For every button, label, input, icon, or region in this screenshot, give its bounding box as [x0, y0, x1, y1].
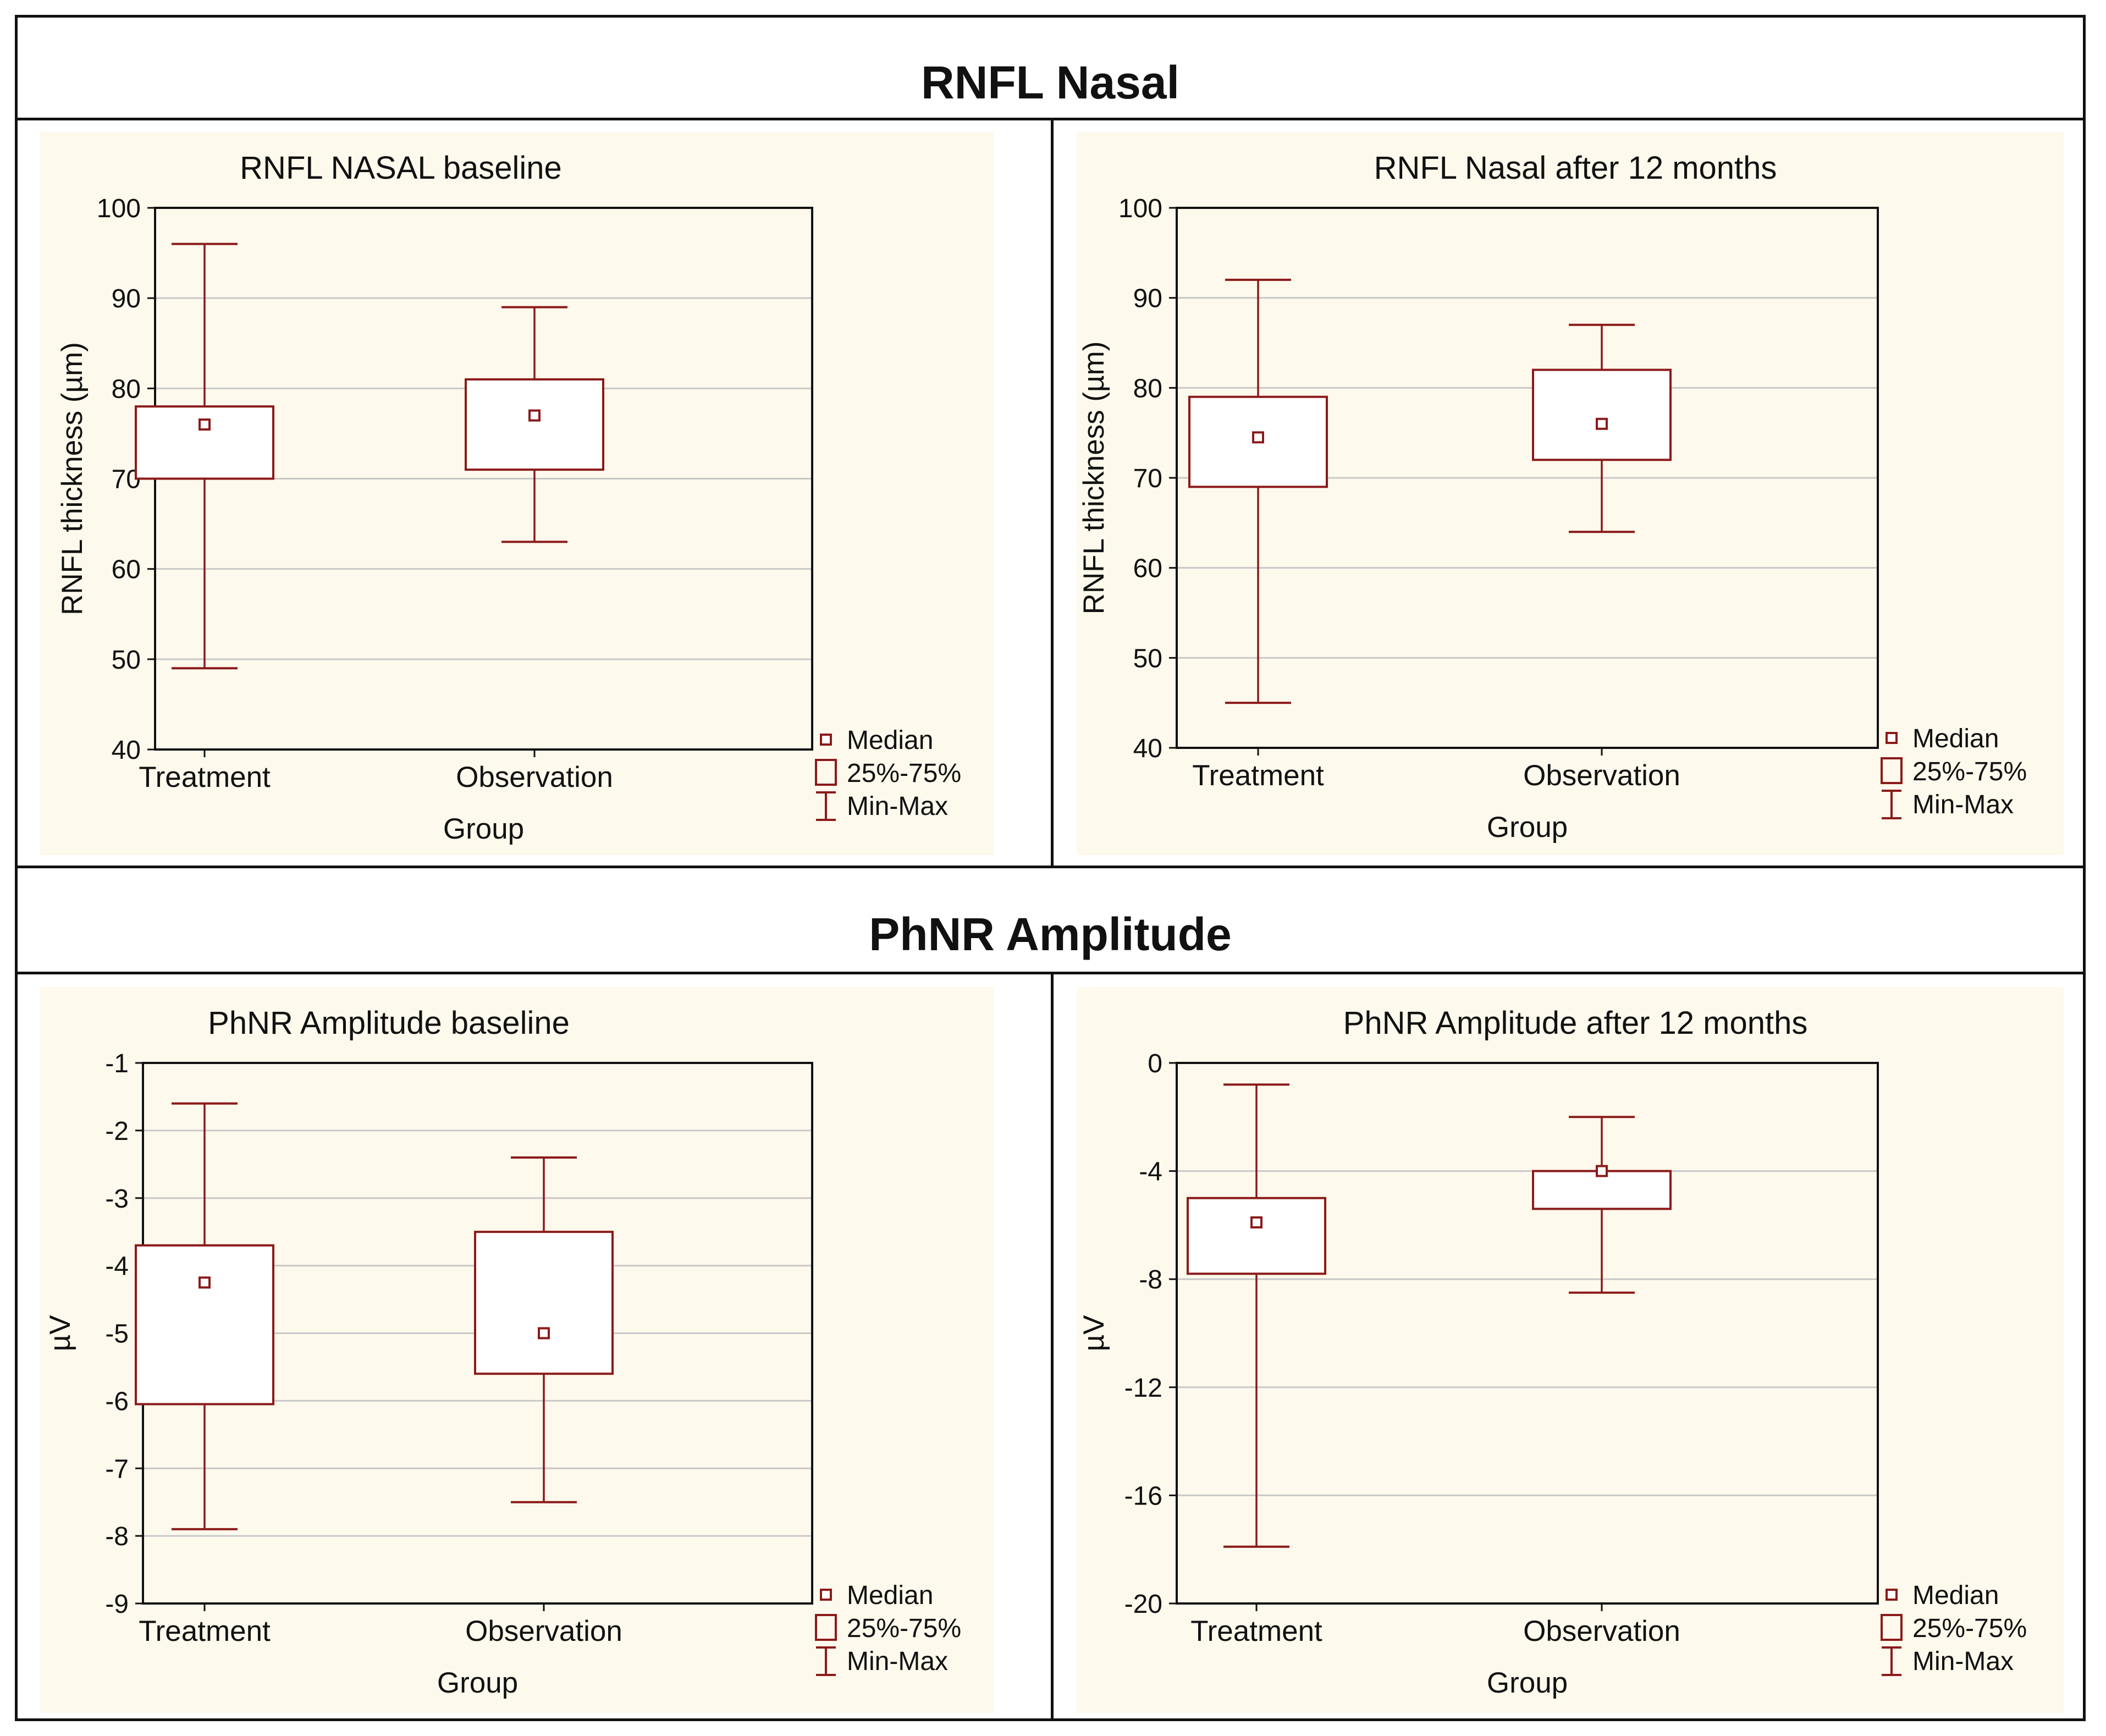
y-tick-label: -8	[105, 1522, 129, 1551]
y-tick-label: 0	[1148, 1049, 1162, 1078]
x-tick-label: Observation	[456, 761, 613, 793]
iqr-box	[465, 378, 604, 471]
legend-range-label: Min-Max	[847, 792, 948, 821]
y-axis-label: RNFL thickness (µm)	[56, 342, 89, 615]
legend-median-label: Median	[847, 726, 933, 755]
y-axis-label: RNFL thickness (µm)	[1078, 341, 1110, 615]
legend-median-icon	[820, 1589, 832, 1601]
iqr-box	[1532, 368, 1672, 461]
x-tick-label: Treatment	[139, 761, 271, 793]
divider	[1051, 118, 1054, 866]
y-tick-label: 70	[1133, 464, 1162, 493]
divider	[15, 972, 2086, 974]
legend-iqr-icon	[1881, 757, 1903, 784]
x-axis-label: Group	[1487, 1667, 1568, 1699]
y-tick-label: 50	[1133, 644, 1162, 673]
iqr-box	[1187, 1197, 1326, 1275]
chart-svg: -9 -8 -7 -6 -5 -4 -3 -2 -1 Treatment Observation Ph…	[44, 1005, 961, 1699]
section-title-rnfl: RNFL Nasal	[921, 57, 1179, 108]
divider	[15, 866, 2086, 868]
y-tick-label: -3	[105, 1184, 129, 1214]
legend-range-label: Min-Max	[1912, 790, 2014, 819]
chart-rnfl-baseline: 40 50 60 70 80 90 100 Treatment Observation RNFL …	[40, 132, 994, 855]
y-tick-label: -6	[105, 1387, 129, 1416]
y-tick-label: 80	[112, 374, 141, 404]
legend-iqr-icon	[1881, 1614, 1903, 1641]
chart-title: RNFL NASAL baseline	[240, 150, 562, 186]
legend-median-label: Median	[847, 1581, 933, 1610]
y-tick-label: 100	[1118, 194, 1162, 223]
x-tick-label: Treatment	[139, 1615, 271, 1647]
divider	[15, 118, 2086, 120]
median-marker	[538, 1327, 550, 1340]
y-tick-label: 90	[112, 284, 141, 313]
legend-median-icon	[1886, 732, 1898, 744]
legend-median-icon	[1886, 1589, 1898, 1601]
legend-range-label: Min-Max	[847, 1647, 948, 1676]
median-marker	[199, 1276, 211, 1289]
median-marker	[1252, 431, 1264, 444]
section-title-phnr: PhNR Amplitude	[869, 908, 1232, 960]
iqr-box	[474, 1231, 614, 1375]
chart-title: PhNR Amplitude after 12 months	[1343, 1005, 1808, 1041]
iqr-box	[135, 405, 274, 480]
y-tick-label: -9	[105, 1590, 129, 1619]
y-tick-label: -7	[105, 1454, 129, 1484]
x-tick-label: Observation	[465, 1615, 622, 1647]
x-axis-label: Group	[1487, 811, 1568, 844]
chart-title: PhNR Amplitude baseline	[208, 1005, 570, 1041]
x-tick-label: Treatment	[1192, 759, 1324, 792]
y-tick-label: -12	[1124, 1374, 1162, 1403]
divider	[1051, 972, 1054, 1721]
y-tick-label: 60	[1133, 554, 1162, 583]
chart-phnr-12-months: -20 -16 -12 -8 -4 0 Treatment Observation PhNR A…	[1077, 987, 2064, 1713]
chart-svg: -20 -16 -12 -8 -4 0 Treatment Observation PhNR A…	[1078, 1005, 2027, 1699]
legend-iqr-label: 25%-75%	[1912, 757, 2027, 786]
y-axis-label: µV	[1078, 1315, 1110, 1352]
y-tick-label: -4	[1139, 1158, 1162, 1187]
legend-iqr-label: 25%-75%	[847, 759, 961, 788]
legend-median-label: Median	[1912, 724, 1999, 753]
x-tick-label: Observation	[1523, 1615, 1680, 1647]
y-tick-label: 60	[112, 555, 141, 585]
y-tick-label: -4	[105, 1252, 129, 1281]
median-marker	[1250, 1216, 1263, 1228]
legend-median-label: Median	[1912, 1581, 1999, 1610]
y-tick-label: -20	[1124, 1590, 1162, 1619]
y-tick-label: 40	[112, 736, 141, 765]
y-axis-label: µV	[44, 1315, 76, 1352]
y-tick-label: -16	[1124, 1481, 1162, 1511]
median-marker	[199, 418, 211, 431]
legend-range-label: Min-Max	[1912, 1647, 2014, 1676]
iqr-box	[135, 1244, 274, 1406]
chart-phnr-baseline: -9 -8 -7 -6 -5 -4 -3 -2 -1 Treatment Observation Ph…	[40, 987, 994, 1713]
legend-iqr-label: 25%-75%	[847, 1614, 961, 1643]
x-tick-label: Treatment	[1190, 1615, 1322, 1647]
y-tick-label: 100	[97, 194, 141, 223]
chart-title: RNFL Nasal after 12 months	[1374, 150, 1777, 186]
chart-svg: 40 50 60 70 80 90 100 Treatment Observation RNFL …	[1078, 150, 2027, 844]
y-tick-label: -8	[1139, 1265, 1162, 1294]
x-tick-label: Observation	[1523, 759, 1680, 792]
x-axis-label: Group	[437, 1667, 518, 1699]
legend-median-icon	[820, 734, 832, 746]
y-tick-label: 40	[1133, 734, 1162, 763]
y-tick-label: 80	[1133, 374, 1162, 403]
legend-iqr-label: 25%-75%	[1912, 1614, 2027, 1643]
median-marker	[1596, 1165, 1608, 1177]
plot-area	[1176, 1062, 1879, 1605]
y-tick-label: -2	[105, 1117, 129, 1146]
y-tick-label: -1	[105, 1049, 129, 1078]
plot-area	[1176, 207, 1879, 749]
chart-rnfl-12-months: 40 50 60 70 80 90 100 Treatment Observation RNFL …	[1077, 132, 2064, 855]
x-axis-label: Group	[443, 813, 524, 845]
legend-iqr-icon	[815, 759, 837, 786]
median-marker	[528, 409, 541, 422]
y-tick-label: 90	[1133, 284, 1162, 313]
y-tick-label: 50	[112, 646, 141, 675]
y-tick-label: -5	[105, 1320, 129, 1349]
legend-iqr-icon	[815, 1614, 837, 1641]
median-marker	[1596, 417, 1608, 430]
